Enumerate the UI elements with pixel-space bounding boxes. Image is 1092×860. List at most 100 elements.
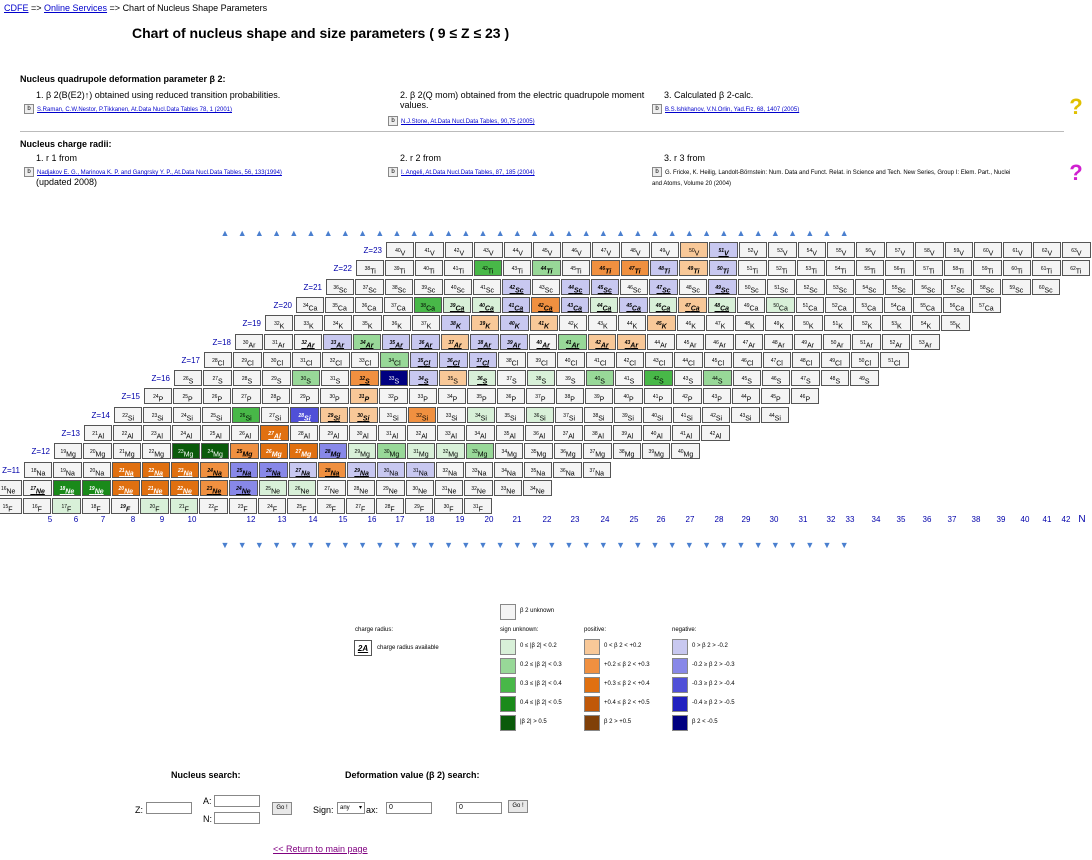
nuclide-cell[interactable]: 59V: [944, 242, 973, 258]
nuclide-cell[interactable]: 39Ca: [443, 296, 472, 313]
radii-ref2-link[interactable]: I. Angeli, At.Data Nucl.Data Tables, 87,…: [401, 170, 535, 176]
nuclide-cell[interactable]: 44P: [732, 388, 761, 405]
nuclide-cell[interactable]: 39Al: [613, 425, 642, 441]
nuclide-cell[interactable]: 50Sc: [737, 278, 766, 295]
nuclide-cell[interactable]: 23Si: [143, 406, 172, 423]
scroll-up-arrow-icon[interactable]: ▲: [684, 228, 694, 238]
nuclide-cell[interactable]: 40Si: [643, 406, 672, 423]
nuclide-cell[interactable]: 19F: [111, 498, 140, 515]
nuclide-cell[interactable]: 49Ca: [737, 296, 766, 313]
nuclide-cell[interactable]: 30Si: [349, 406, 378, 423]
scroll-up-arrow-icon[interactable]: ▲: [478, 228, 488, 238]
nuclide-cell[interactable]: 51Cl: [880, 351, 909, 368]
nuclide-cell[interactable]: 39K: [470, 315, 500, 332]
nuclide-cell[interactable]: 48V: [621, 242, 650, 258]
scroll-up-arrow-icon[interactable]: ▲: [805, 228, 815, 238]
scroll-down-arrow-icon[interactable]: ▼: [650, 540, 660, 550]
scroll-down-arrow-icon[interactable]: ▼: [564, 540, 574, 550]
nuclide-cell[interactable]: 20Mg: [83, 443, 112, 460]
nuclide-cell[interactable]: 26Al: [231, 425, 260, 441]
nuclide-cell[interactable]: 25Al: [201, 425, 230, 441]
nuclide-cell[interactable]: 35Ca: [325, 296, 354, 313]
nuclide-cell[interactable]: 33P: [408, 388, 437, 405]
help-icon[interactable]: ?: [1069, 160, 1083, 185]
nuclide-cell[interactable]: 32Al: [407, 425, 436, 441]
nuclide-cell[interactable]: 22Al: [113, 425, 142, 441]
scroll-up-arrow-icon[interactable]: ▲: [289, 228, 299, 238]
nuclide-cell[interactable]: 36Sc: [326, 278, 355, 295]
nuclide-cell[interactable]: 32Ar: [293, 333, 323, 350]
nuclide-cell[interactable]: 37Ar: [440, 333, 470, 350]
nuclide-cell[interactable]: 44Ar: [646, 333, 675, 350]
bib-icon[interactable]: b: [388, 166, 398, 177]
scroll-up-arrow-icon[interactable]: ▲: [788, 228, 798, 238]
nuclide-cell[interactable]: 25Mg: [230, 443, 259, 460]
nuclide-cell[interactable]: 33Ne: [493, 479, 523, 496]
nuclide-cell[interactable]: 49V: [650, 242, 679, 258]
sign-select[interactable]: any ▾: [337, 802, 365, 814]
nuclide-cell[interactable]: 37Al: [554, 425, 583, 441]
nuclide-cell[interactable]: 32Si: [408, 406, 437, 423]
nuclide-cell[interactable]: 27Na: [288, 461, 317, 478]
nuclide-cell[interactable]: 32S: [350, 370, 379, 387]
nuclide-cell[interactable]: 24Si: [172, 406, 202, 423]
nuclide-cell[interactable]: 62V: [1032, 242, 1062, 258]
nuclide-cell[interactable]: 57Sc: [943, 278, 972, 295]
nuclide-cell[interactable]: 27Mg: [289, 443, 318, 460]
nuclide-cell[interactable]: 30Ne: [405, 479, 434, 496]
nuclide-cell[interactable]: 38Al: [583, 425, 613, 441]
nuclide-cell[interactable]: 36Al: [525, 425, 554, 441]
scroll-down-arrow-icon[interactable]: ▼: [444, 540, 454, 550]
nuclide-cell[interactable]: 26Na: [259, 461, 288, 478]
nuclide-cell[interactable]: 46K: [676, 315, 705, 332]
nuclide-cell[interactable]: 31S: [321, 370, 350, 387]
nuclide-cell[interactable]: 49K: [764, 315, 794, 332]
nuclide-cell[interactable]: 42Si: [702, 406, 731, 423]
scroll-up-arrow-icon[interactable]: ▲: [306, 228, 316, 238]
nuclide-cell[interactable]: 38P: [555, 388, 584, 405]
scroll-down-arrow-icon[interactable]: ▼: [289, 540, 299, 550]
nuclide-cell[interactable]: 59Ti: [973, 260, 1002, 277]
nuclide-cell[interactable]: 30Mg: [377, 443, 406, 460]
scroll-down-arrow-icon[interactable]: ▼: [220, 540, 230, 550]
nuclide-cell[interactable]: 58V: [915, 242, 944, 258]
nuclide-cell[interactable]: 54K: [911, 315, 941, 332]
scroll-down-arrow-icon[interactable]: ▼: [598, 540, 608, 550]
nuclide-cell[interactable]: 16F: [22, 498, 52, 515]
scroll-down-arrow-icon[interactable]: ▼: [254, 540, 264, 550]
nuclide-cell[interactable]: 43Ti: [503, 260, 532, 277]
nuclide-cell[interactable]: 59Sc: [1002, 278, 1031, 295]
nuclide-cell[interactable]: 19Ne: [82, 479, 111, 496]
nuclide-cell[interactable]: 37Cl: [468, 351, 497, 368]
nuclide-cell[interactable]: 50Ar: [823, 333, 852, 350]
nuclide-cell[interactable]: 25Na: [229, 461, 259, 478]
nuclide-cell[interactable]: 20Ne: [111, 479, 140, 496]
nuclide-cell[interactable]: 33S: [379, 370, 409, 387]
scroll-up-arrow-icon[interactable]: ▲: [736, 228, 746, 238]
nuclide-cell[interactable]: 36Ca: [354, 296, 384, 313]
nuclide-cell[interactable]: 38Ar: [470, 333, 499, 350]
nuclide-cell[interactable]: 42Al: [701, 425, 730, 441]
nuclide-cell[interactable]: 30P: [320, 388, 349, 405]
nuclide-cell[interactable]: 29Na: [347, 461, 376, 478]
nuclide-cell[interactable]: 55K: [941, 315, 970, 332]
nucleus-go-button[interactable]: Go !: [272, 802, 292, 815]
nuclide-cell[interactable]: 31Si: [378, 406, 407, 423]
nuclide-cell[interactable]: 44Sc: [561, 278, 590, 295]
nuclide-cell[interactable]: 50V: [680, 242, 709, 258]
scroll-up-arrow-icon[interactable]: ▲: [375, 228, 385, 238]
nuclide-cell[interactable]: 49Ar: [793, 333, 822, 350]
nuclide-cell[interactable]: 28Cl: [204, 351, 233, 368]
nuclide-cell[interactable]: 53Sc: [825, 278, 855, 295]
bib-icon[interactable]: b: [652, 103, 662, 114]
nuclide-cell[interactable]: 34Ne: [523, 479, 552, 496]
nuclide-cell[interactable]: 23Al: [142, 425, 172, 441]
scroll-down-arrow-icon[interactable]: ▼: [409, 540, 419, 550]
nuclide-cell[interactable]: 38Sc: [384, 278, 414, 295]
nuclide-cell[interactable]: 39Ar: [499, 333, 528, 350]
nuclide-cell[interactable]: 37Na: [582, 461, 611, 478]
nuclide-cell[interactable]: 26F: [316, 498, 346, 515]
nuclide-cell[interactable]: 44V: [503, 242, 532, 258]
nuclide-cell[interactable]: 40V: [386, 242, 415, 258]
nuclide-cell[interactable]: 27P: [232, 388, 261, 405]
